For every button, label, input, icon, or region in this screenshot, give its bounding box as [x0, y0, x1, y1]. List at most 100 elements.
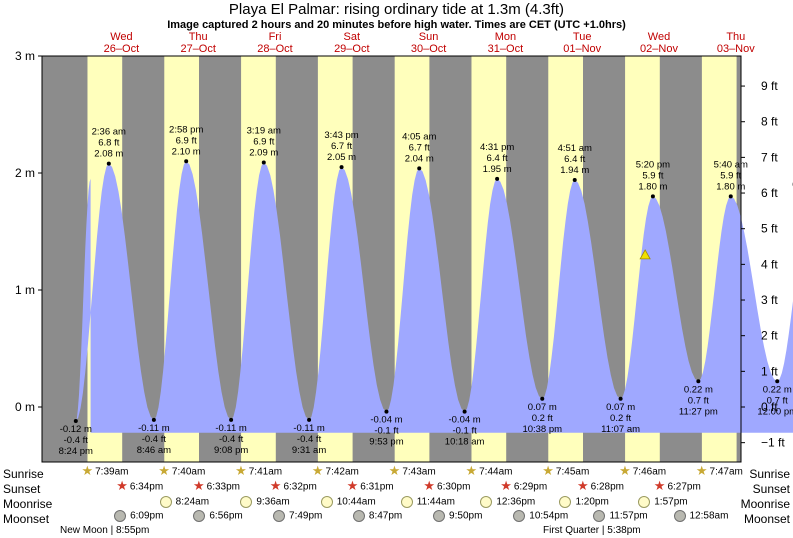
moonset-time: 8:47pm [368, 510, 403, 522]
sunrise-icon: ★ [388, 463, 401, 478]
sunset-time: 6:33pm [206, 481, 241, 493]
low-tide-feet: -0.4 ft [64, 435, 89, 446]
moonrise-icon [559, 496, 573, 508]
sunset-time: 6:34pm [129, 481, 164, 493]
moonset-time: 6:56pm [209, 510, 243, 522]
sunset-entry: ★ 6:30pm [423, 478, 470, 493]
sunrise-entry: ★ 7:42am [311, 463, 359, 478]
low-tide-time: 10:18 am [445, 437, 485, 448]
low-tide-point [229, 417, 234, 422]
high-tide-point [106, 161, 111, 166]
low-tide-time: 9:53 pm [369, 437, 403, 448]
moonset-entry: 11:57pm [593, 510, 648, 522]
moonset-entry: 6:09pm [114, 510, 163, 522]
right-axis-tick-label: 3 ft [761, 293, 778, 307]
moonrise-icon [638, 496, 652, 508]
left-axis-tick-label: 0 m [15, 400, 35, 414]
moonset-entry: 7:49pm [273, 510, 322, 522]
high-tide-metres: 2.05 m [327, 152, 356, 163]
day-header-dow: Thu [189, 31, 208, 43]
sunset-row-label-right: Sunset [752, 482, 790, 496]
sunrise-icon: ★ [619, 463, 631, 478]
moonrise-entry: 1:57pm [638, 496, 688, 508]
sunrise-entry: ★ 7:44am [465, 463, 512, 478]
low-tide-metres: -0.04 m [370, 415, 402, 426]
sunrise-time: 7:46am [632, 466, 667, 478]
sunrise-icon: ★ [695, 463, 708, 478]
high-tide-feet: 6.4 ft [487, 153, 508, 164]
day-header-date: 29–Oct [334, 43, 369, 55]
moonrise-icon [400, 496, 415, 508]
right-axis-tick-label: 9 ft [761, 79, 778, 93]
sunset-icon: ★ [500, 478, 512, 493]
moonrise-row-label-left: Moonrise [3, 497, 53, 511]
low-tide-time: 10:38 pm [522, 424, 562, 435]
low-tide-metres: -0.11 m [215, 423, 247, 434]
high-tide-feet: 5.9 ft [642, 170, 663, 181]
new-moon-label: New Moon | 8:55pm [60, 525, 150, 536]
high-tide-metres: 1.94 m [560, 165, 589, 176]
sunrise-entry: ★ 7:45am [542, 464, 589, 478]
low-tide-time: 11:27 pm [679, 406, 718, 417]
high-tide-time: 4:31 pm [480, 142, 514, 153]
moonset-time: 9:50pm [449, 510, 483, 522]
sunrise-icon: ★ [465, 463, 478, 478]
page-title: Playa El Palmar: rising ordinary tide at… [228, 1, 565, 18]
high-tide-feet: 6.9 ft [176, 135, 197, 146]
day-header-date: 31–Oct [488, 43, 523, 55]
low-tide-time: 11:07 am [601, 424, 640, 435]
high-tide-metres: 2.04 m [405, 153, 434, 164]
right-axis-tick-label: 7 ft [761, 150, 778, 164]
sunset-icon: ★ [423, 478, 436, 493]
sunset-time: 6:27pm [667, 481, 701, 493]
low-tide-feet: 0.2 ft [610, 413, 631, 424]
moonset-icon [273, 510, 287, 522]
moonrise-time: 1:57pm [654, 496, 688, 508]
day-header-date: 26–Oct [104, 43, 139, 55]
right-axis-tick-label: 8 ft [761, 115, 778, 129]
low-tide-point [307, 417, 312, 422]
sunrise-time: 7:39am [95, 466, 129, 478]
current-tide-marker [639, 249, 651, 260]
sunrise-icon: ★ [235, 463, 247, 478]
sunrise-time: 7:42am [325, 466, 359, 478]
moonrise-entry: 8:24am [159, 496, 209, 508]
moonrise-row-label-right: Moonrise [740, 497, 790, 511]
sunset-icon: ★ [116, 478, 128, 493]
moonset-icon [593, 510, 607, 522]
moonrise-time: 10:44am [336, 496, 376, 508]
sunset-entry: ★ 6:29pm [500, 478, 547, 493]
low-tide-point [73, 419, 78, 424]
high-tide-feet: 6.7 ft [409, 142, 430, 153]
sunrise-icon: ★ [311, 463, 324, 478]
moonset-icon [673, 510, 688, 522]
moonset-time: 10:54pm [529, 510, 569, 522]
sunset-entry: ★ 6:32pm [270, 479, 317, 493]
moonset-time: 6:09pm [130, 510, 164, 522]
high-tide-time: 3:43 pm [324, 130, 358, 141]
low-tide-point [462, 409, 467, 414]
low-tide-feet: -0.4 ft [142, 434, 167, 445]
sunset-icon: ★ [346, 478, 359, 493]
high-tide-point [572, 178, 577, 183]
low-tide-feet: 0.7 ft [688, 395, 709, 406]
low-tide-feet: 0.7 ft [767, 395, 788, 406]
high-tide-point [728, 194, 733, 199]
high-tide-metres: 2.10 m [172, 146, 201, 157]
moonset-entry: 8:47pm [352, 510, 403, 522]
moonset-icon [193, 510, 207, 522]
sunrise-time: 7:47am [709, 466, 743, 478]
high-tide-metres: 1.80 m [638, 181, 667, 192]
sunset-icon: ★ [193, 478, 205, 493]
sunrise-row-label-left: Sunrise [3, 467, 44, 481]
day-header-dow: Wed [110, 31, 132, 43]
high-tide-point [261, 160, 266, 165]
day-header-dow: Tue [573, 31, 592, 43]
high-tide-time: 5:40 am [714, 159, 748, 170]
sunrise-entry: ★ 7:43am [388, 463, 436, 478]
low-tide-point [540, 396, 545, 401]
moonset-row-label-left: Moonset [3, 512, 50, 526]
moonset-entry: 10:54pm [513, 510, 568, 522]
right-axis-tick-label: −1 ft [761, 436, 785, 450]
low-tide-metres: 0.22 m [763, 384, 792, 395]
